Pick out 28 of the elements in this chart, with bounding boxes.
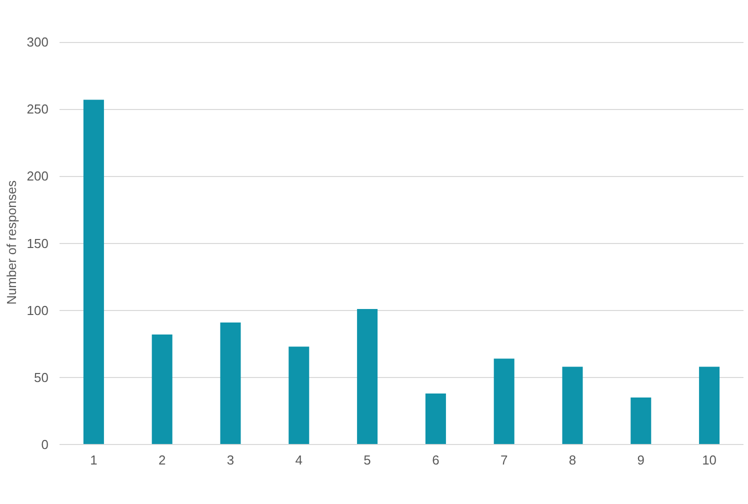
bar [288,346,310,444]
bar [83,100,104,444]
x-tick-label: 2 [158,452,166,468]
bar [220,322,241,444]
x-tick-label: 7 [500,452,508,468]
y-tick-label: 150 [26,236,49,251]
x-tick-label: 10 [702,452,717,468]
x-tick-label: 6 [432,452,440,468]
x-tick-label: 3 [226,452,234,468]
y-tick-label: 200 [26,168,49,184]
y-tick-label: 250 [26,102,49,117]
y-tick-label: 100 [26,302,49,318]
x-tick-label: 1 [90,452,98,468]
bar [630,398,652,444]
bar [494,358,514,444]
x-tick-label: 8 [568,452,576,468]
bar [152,334,172,444]
bar [699,366,720,444]
x-tick-label: 5 [364,452,371,468]
y-tick-label: 50 [34,370,49,385]
x-tick-label: 9 [637,452,645,468]
bar [425,394,446,444]
x-tick-label: 4 [295,452,303,468]
bar [562,366,583,444]
bar [357,309,378,444]
y-tick-label: 0 [41,437,49,452]
y-axis-title: Number of responses [4,180,19,305]
y-tick-label: 300 [26,34,49,50]
